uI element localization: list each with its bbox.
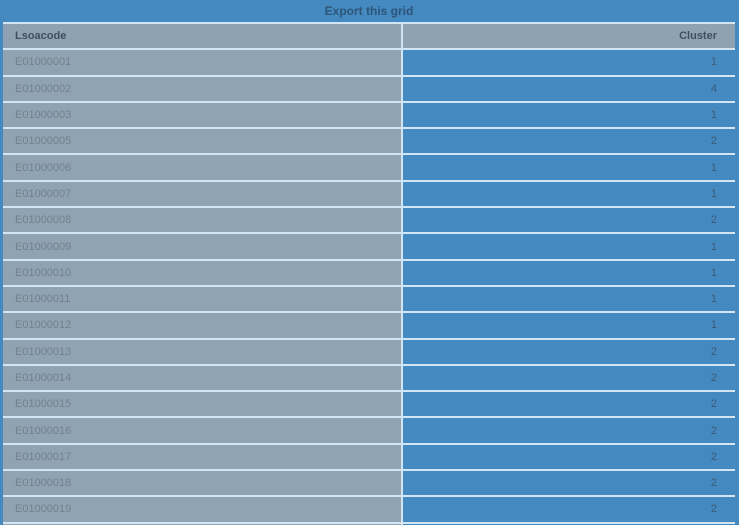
lsoacode-cell: E01000012 — [3, 313, 401, 338]
table-header-row: Lsoacode Cluster — [3, 24, 735, 49]
cluster-cell: 2 — [403, 392, 735, 417]
table-row[interactable]: E01000003 1 — [3, 102, 735, 128]
lsoacode-cell: E01000017 — [3, 444, 401, 470]
lsoacode-cell: E01000001 — [3, 50, 401, 75]
table-row[interactable]: E01000014 2 — [3, 365, 735, 391]
lsoacode-cell: E01000015 — [3, 392, 401, 417]
cluster-cell: 2 — [403, 129, 735, 154]
cluster-cell: 1 — [403, 181, 735, 207]
lsoacode-cell: E01000010 — [3, 260, 401, 285]
lsoacode-cell: E01000019 — [3, 497, 401, 522]
lsoacode-cell: E01000003 — [3, 102, 401, 128]
cluster-cell: 1 — [403, 260, 735, 285]
lsoacode-cell: E01000013 — [3, 339, 401, 364]
lsoacode-cell — [3, 523, 401, 525]
cluster-cell: 1 — [403, 313, 735, 338]
column-header-lsoacode[interactable]: Lsoacode — [3, 24, 401, 49]
cluster-cell: 2 — [403, 444, 735, 470]
table-row[interactable]: E01000011 1 — [3, 286, 735, 312]
table-row[interactable]: E01000001 1 — [3, 50, 735, 75]
cluster-cell: 1 — [403, 102, 735, 128]
cluster-cell: 2 — [403, 208, 735, 233]
cluster-cell — [403, 523, 735, 525]
cluster-cell: 2 — [403, 471, 735, 496]
cluster-cell: 2 — [403, 418, 735, 443]
lsoacode-cell: E01000016 — [3, 418, 401, 443]
table-row[interactable]: E01000006 1 — [3, 155, 735, 180]
lsoacode-cell: E01000011 — [3, 286, 401, 312]
table-row[interactable]: E01000015 2 — [3, 392, 735, 417]
table-row[interactable]: E01000019 2 — [3, 497, 735, 522]
grid-body: Lsoacode Cluster E01000001 1 E01000002 4… — [3, 22, 735, 525]
lsoacode-cell: E01000005 — [3, 129, 401, 154]
table-row[interactable]: E01000018 2 — [3, 471, 735, 496]
lsoacode-cell: E01000014 — [3, 365, 401, 391]
lsoacode-cell: E01000008 — [3, 208, 401, 233]
table-row[interactable]: E01000012 1 — [3, 313, 735, 338]
table-row[interactable]: E01000013 2 — [3, 339, 735, 364]
table-row[interactable]: E01000016 2 — [3, 418, 735, 443]
table-row[interactable]: E01000002 4 — [3, 76, 735, 101]
cluster-cell: 2 — [403, 497, 735, 522]
cluster-cell: 1 — [403, 286, 735, 312]
lsoacode-cell: E01000007 — [3, 181, 401, 207]
table-row[interactable]: E01000017 2 — [3, 444, 735, 470]
table-row[interactable]: E01000007 1 — [3, 181, 735, 207]
cluster-cell: 1 — [403, 155, 735, 180]
cluster-cell: 2 — [403, 365, 735, 391]
cluster-cell: 1 — [403, 234, 735, 259]
column-header-cluster[interactable]: Cluster — [403, 24, 735, 49]
table-row[interactable]: E01000008 2 — [3, 208, 735, 233]
lsoacode-cell: E01000006 — [3, 155, 401, 180]
cluster-cell: 2 — [403, 339, 735, 364]
cluster-cell: 4 — [403, 76, 735, 101]
cluster-cell: 1 — [403, 50, 735, 75]
lsoacode-cell: E01000002 — [3, 76, 401, 101]
table-row[interactable]: E01000009 1 — [3, 234, 735, 259]
export-grid-button[interactable]: Export this grid — [324, 4, 414, 18]
table-row-partial[interactable] — [3, 523, 735, 525]
lsoacode-cell: E01000018 — [3, 471, 401, 496]
table-row[interactable]: E01000005 2 — [3, 129, 735, 154]
table-row[interactable]: E01000010 1 — [3, 260, 735, 285]
lsoacode-cell: E01000009 — [3, 234, 401, 259]
